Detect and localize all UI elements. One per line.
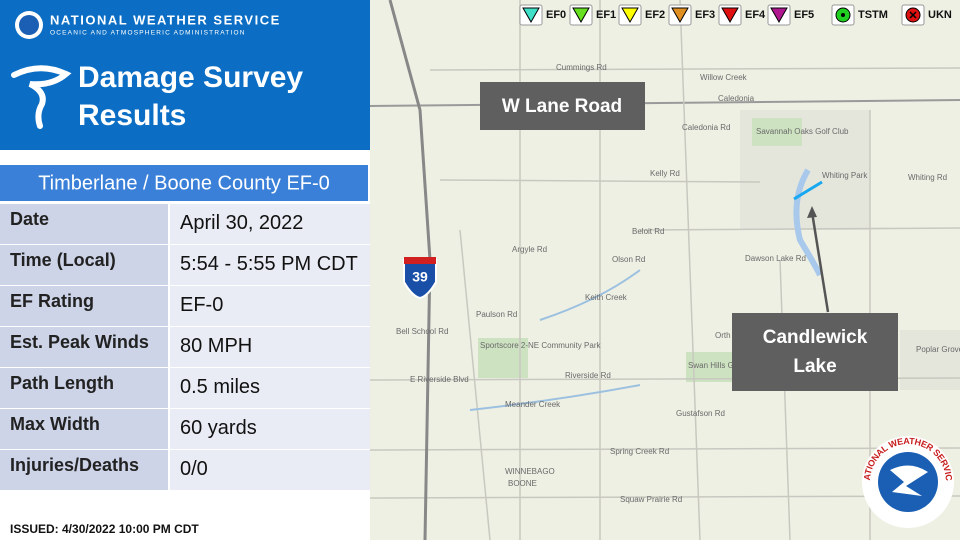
tornado-icon bbox=[11, 65, 72, 129]
callout-lake: Candlewick bbox=[763, 327, 868, 348]
callout-box bbox=[480, 82, 645, 130]
map-label: WINNEBAGO bbox=[505, 467, 555, 476]
title: Results bbox=[78, 99, 186, 132]
arrow-head bbox=[807, 206, 817, 218]
map-label: Caledonia bbox=[718, 94, 755, 103]
legend-icon-x bbox=[909, 11, 917, 19]
event: Timberlane / Boone County EF-0 bbox=[38, 172, 330, 194]
map-label: Sportscore 2-NE Community Park bbox=[480, 341, 601, 350]
row-label: Est. Peak Winds bbox=[0, 327, 168, 367]
row-label: Max Width bbox=[0, 409, 168, 449]
interstate bbox=[388, 0, 432, 540]
map-label: Whiting Rd bbox=[908, 173, 947, 182]
shield-number: 39 bbox=[412, 269, 428, 285]
callout-lake: Lake bbox=[793, 356, 836, 377]
row-label: Time (Local) bbox=[0, 245, 168, 285]
row-value: April 30, 2022 bbox=[170, 204, 370, 244]
callout-road: W Lane Road bbox=[502, 96, 622, 117]
row-value: 0/0 bbox=[170, 450, 370, 490]
map-label: Riverside Rd bbox=[565, 371, 611, 380]
table-row: EF Rating EF-0 bbox=[0, 286, 370, 326]
table-row: Max Width 60 yards bbox=[0, 409, 370, 449]
table-row: Time (Local) 5:54 - 5:55 PM CDT bbox=[0, 245, 370, 285]
legend-label: EF4 bbox=[745, 9, 766, 21]
legend-label: EF0 bbox=[546, 9, 566, 21]
row-value: 80 MPH bbox=[170, 327, 370, 367]
row-label: Injuries/Deaths bbox=[0, 450, 168, 490]
damage-path bbox=[793, 180, 823, 201]
subagency: OCEANIC AND ATMOSPHERIC ADMINISTRATION bbox=[50, 30, 246, 37]
legend-icon bbox=[572, 7, 590, 24]
creek bbox=[539, 269, 641, 321]
agency: NATIONAL WEATHER SERVICE bbox=[50, 12, 281, 27]
interstate-shield: 39 bbox=[403, 257, 437, 300]
map-label: Olson Rd bbox=[612, 255, 645, 264]
legend-icon-dot bbox=[841, 13, 845, 17]
legend-icon bbox=[522, 7, 540, 24]
legend-label: EF2 bbox=[645, 9, 665, 21]
legend-icon bbox=[671, 7, 689, 24]
legend-label: UKN bbox=[928, 9, 952, 21]
logo-symbol bbox=[890, 465, 928, 496]
map-label: Orth Rd bbox=[715, 331, 743, 340]
map-label: Squaw Prairie Rd bbox=[620, 495, 682, 504]
row-value: 0.5 miles bbox=[170, 368, 370, 408]
creek bbox=[469, 384, 641, 411]
table-row: Est. Peak Winds 80 MPH bbox=[0, 327, 370, 367]
map-label: Savannah Oaks Golf Club bbox=[756, 127, 849, 136]
shield-top bbox=[404, 257, 436, 264]
town bbox=[900, 330, 960, 390]
table-row: Injuries/Deaths 0/0 bbox=[0, 450, 370, 490]
legend-label: EF1 bbox=[596, 9, 616, 21]
map-label: E Riverside Blvd bbox=[410, 375, 469, 384]
row-value: 5:54 - 5:55 PM CDT bbox=[170, 245, 370, 285]
legend-label: TSTM bbox=[858, 9, 888, 21]
issued: ISSUED: 4/30/2022 10:00 PM CDT bbox=[10, 522, 199, 536]
lake bbox=[793, 168, 823, 277]
legend-label: EF3 bbox=[695, 9, 715, 21]
table-row: Date April 30, 2022 bbox=[0, 204, 370, 244]
map-label: Cummings Rd bbox=[556, 63, 607, 72]
map-label: Swan Hills Golf Course bbox=[688, 361, 771, 370]
map-label: Meander Creek bbox=[505, 400, 561, 409]
row-value: 60 yards bbox=[170, 409, 370, 449]
legend-icon bbox=[721, 7, 739, 24]
map-label: Beloit Rd bbox=[632, 227, 664, 236]
map-labels: Cummings Rd Willow Creek Caledonia Savan… bbox=[396, 63, 960, 504]
legend-label: EF5 bbox=[794, 9, 814, 21]
map-label: Gustafson Rd bbox=[676, 409, 725, 418]
map-label: Dawson Lake Rd bbox=[745, 254, 806, 263]
legend: EF0 EF1 EF2 EF3 EF4 EF5 TSTM UKN bbox=[519, 4, 952, 26]
park bbox=[752, 118, 802, 146]
row-value: EF-0 bbox=[170, 286, 370, 326]
map-label: Paulson Rd bbox=[476, 310, 517, 319]
callout-box bbox=[732, 313, 898, 391]
legend-icon bbox=[770, 7, 788, 24]
table-row: Path Length 0.5 miles bbox=[0, 368, 370, 408]
noaa-logo-inner bbox=[19, 15, 39, 35]
map-label: Poplar Grove Airport bbox=[916, 345, 960, 354]
title: Damage Survey bbox=[78, 61, 303, 94]
map-label: Bell School Rd bbox=[396, 327, 448, 336]
map-label: Spring Creek Rd bbox=[610, 447, 669, 456]
map-label: Whiting Park bbox=[822, 171, 868, 180]
row-label: EF Rating bbox=[0, 286, 168, 326]
map-label: Kelly Rd bbox=[650, 169, 680, 178]
map-label: Argyle Rd bbox=[512, 245, 547, 254]
callout-arrow bbox=[810, 211, 830, 313]
map-label: Willow Creek bbox=[700, 73, 748, 82]
event-bar bbox=[0, 165, 368, 201]
row-label: Date bbox=[0, 204, 168, 244]
row-label: Path Length bbox=[0, 368, 168, 408]
map-label: Keith Creek bbox=[585, 293, 628, 302]
map-label: Caledonia Rd bbox=[682, 123, 730, 132]
map-label: BOONE bbox=[508, 479, 537, 488]
legend-icon bbox=[621, 7, 639, 24]
shield-shape bbox=[403, 259, 437, 300]
